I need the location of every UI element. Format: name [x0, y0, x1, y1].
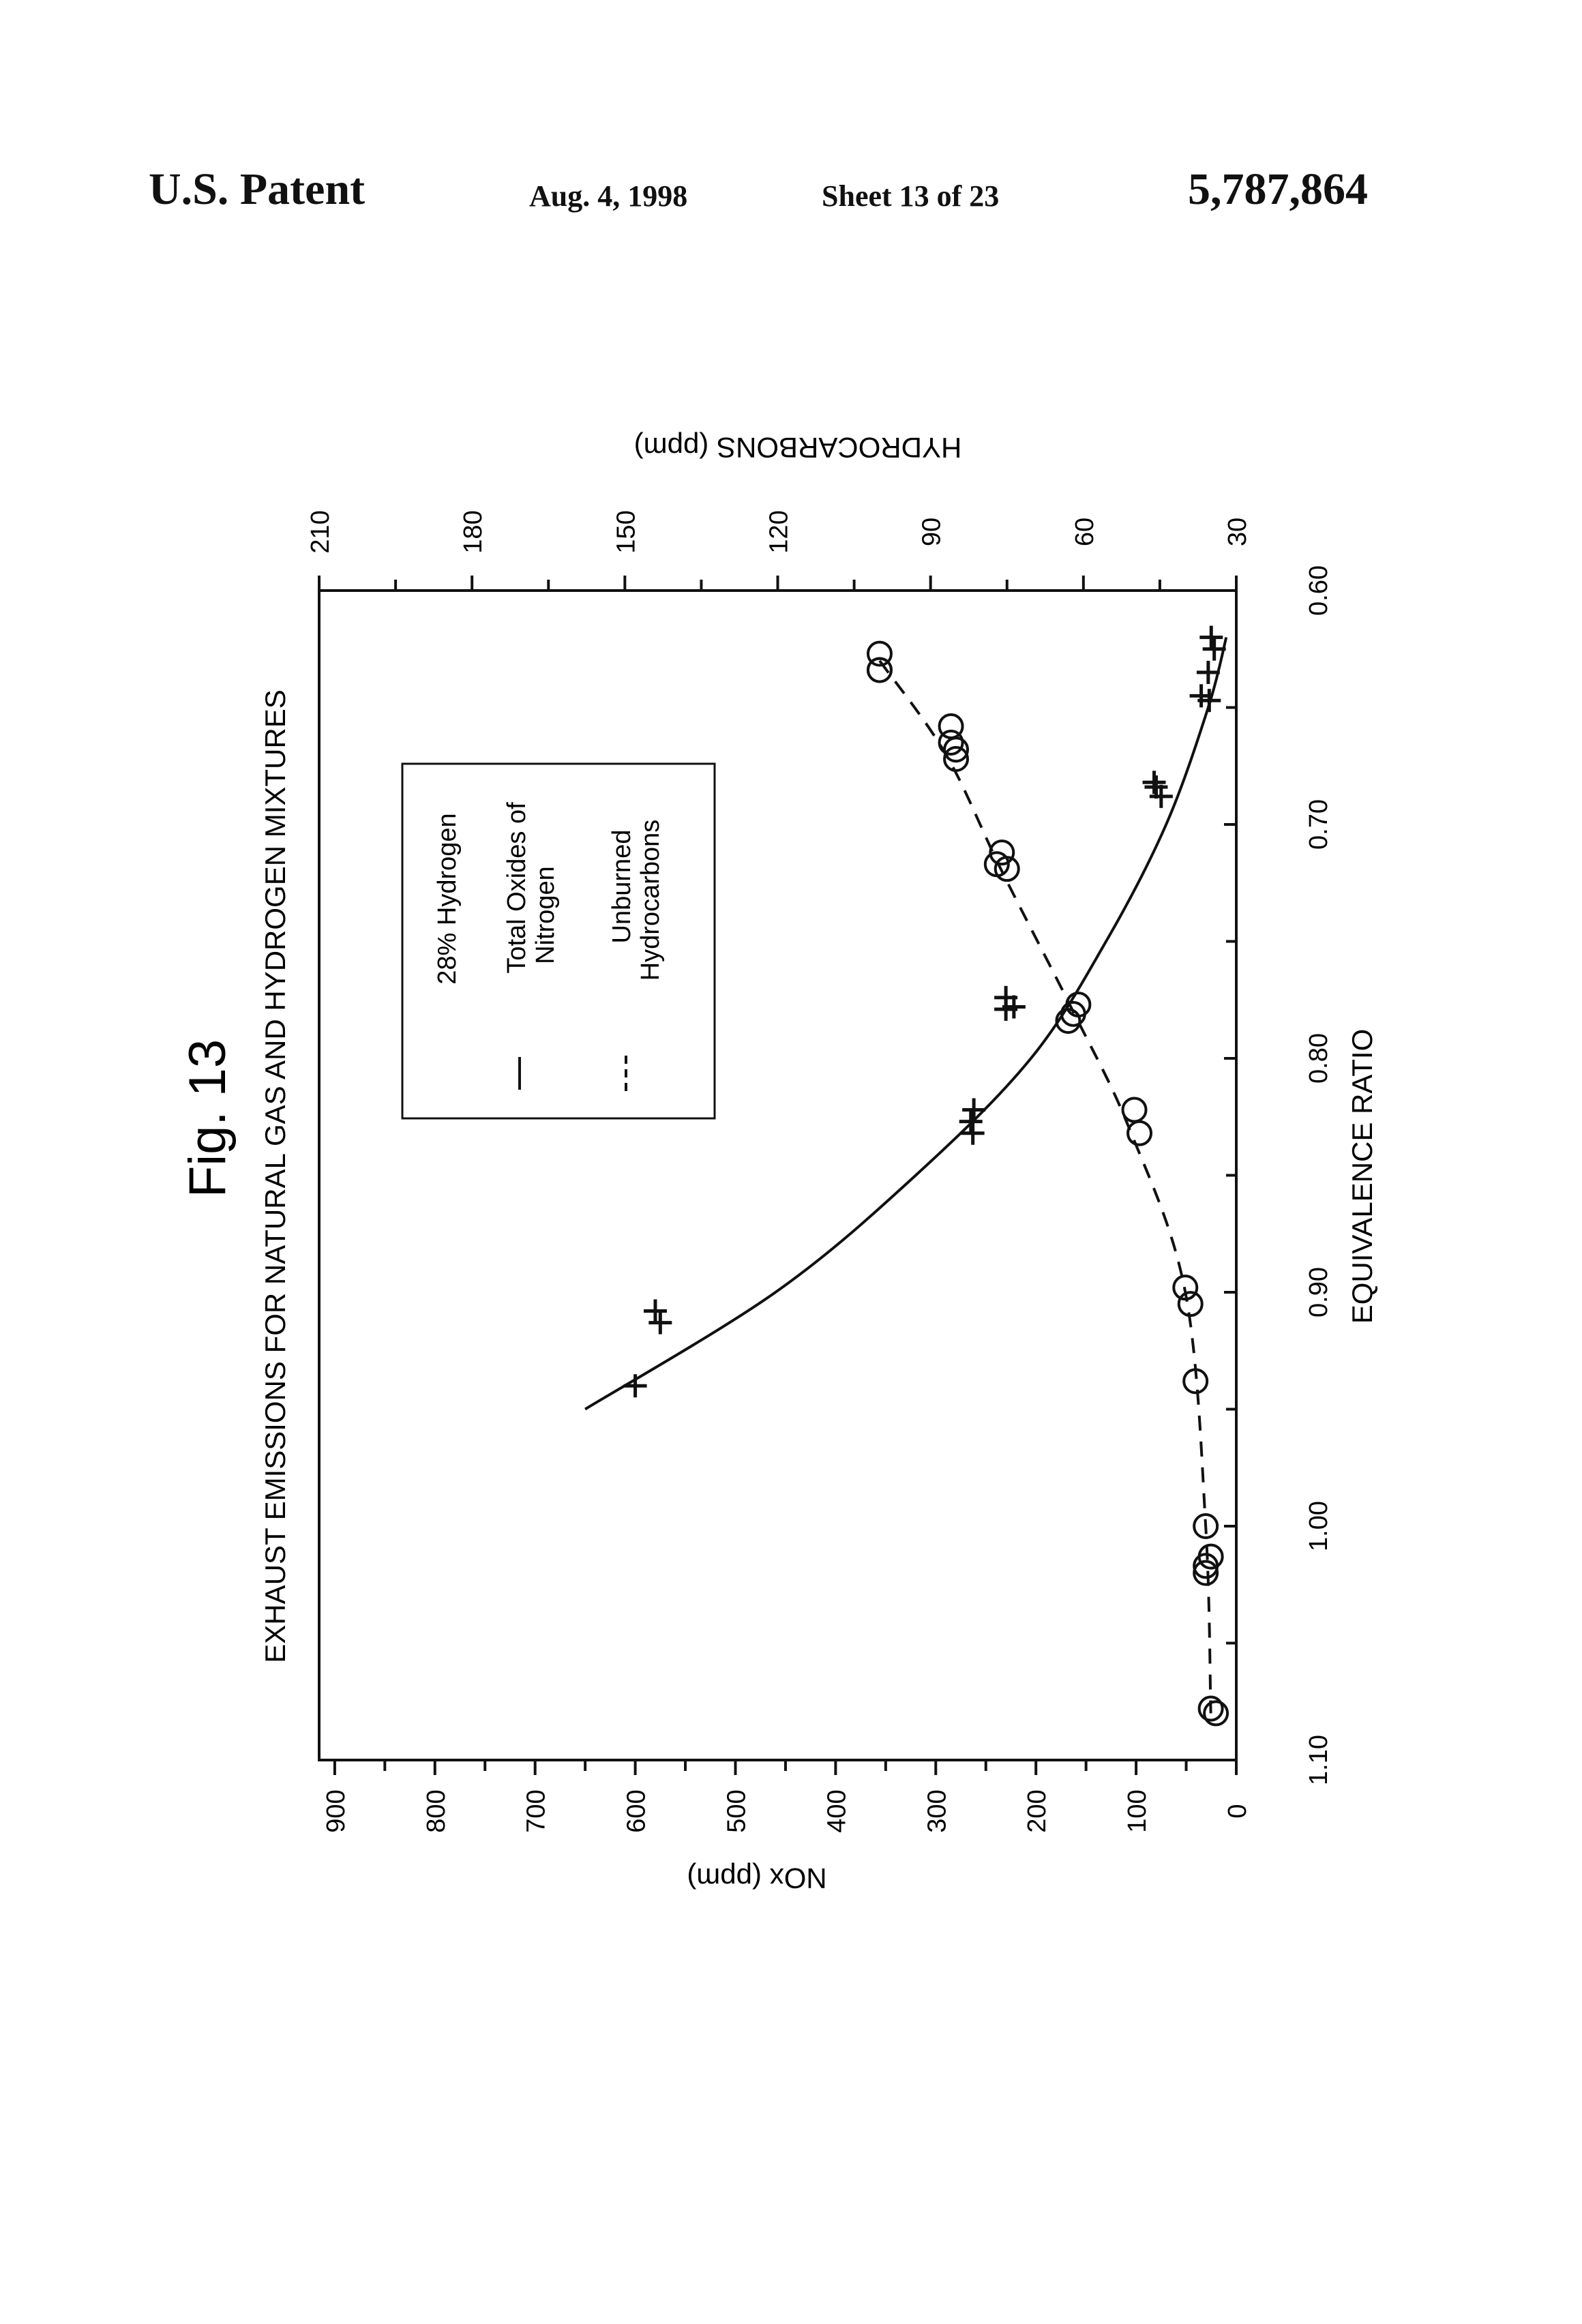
hydrocarbon-point	[1179, 1292, 1202, 1315]
hydrocarbon-fit-line	[880, 661, 1211, 1713]
legend-heading: 28% Hydrogen	[433, 813, 462, 984]
y2-tick-label: 120	[765, 510, 794, 553]
nox-point	[648, 1311, 672, 1335]
hydrocarbon-point	[1128, 1122, 1151, 1145]
y-tick-label: 400	[822, 1789, 851, 1832]
y-tick-label: 900	[322, 1789, 350, 1832]
y2-tick-label: 30	[1223, 518, 1252, 546]
x-tick-label: 1.00	[1304, 1501, 1333, 1551]
y-tick-label: 0	[1223, 1804, 1252, 1818]
legend-item-nox-line2: Nitrogen	[531, 866, 560, 964]
y2-tick-label: 150	[612, 510, 640, 553]
y2-tick-label: 210	[306, 510, 335, 553]
y-tick-label: 800	[422, 1789, 451, 1832]
x-tick-label: 1.10	[1304, 1735, 1333, 1785]
x-tick-label: 0.60	[1304, 565, 1333, 616]
legend-item-hc-line1: Unburned	[608, 830, 636, 944]
y-axis-label-text: NOx (ppm)	[687, 1862, 826, 1894]
y-tick-label: 600	[623, 1789, 651, 1832]
chart-title: EXHAUST EMISSIONS FOR NATURAL GAS AND HY…	[259, 689, 291, 1663]
y2-axis-label: HYDROCARBONS (ppm)	[634, 432, 962, 464]
hydrocarbon-point	[1204, 1701, 1227, 1725]
figure-label: Fig. 13	[179, 1039, 237, 1197]
y-tick-label: 500	[723, 1789, 751, 1832]
nox-point	[962, 1098, 985, 1121]
y-tick-label: 300	[923, 1789, 951, 1832]
nox-point	[624, 1374, 647, 1397]
legend: 28% Hydrogen Total Oxides of Nitrogen Un…	[402, 764, 715, 1118]
nox-point	[1199, 626, 1223, 649]
legend-item-hc-line2: Hydrocarbons	[636, 820, 665, 981]
x-tick-label: 0.80	[1304, 1033, 1333, 1084]
x-tick-label: 0.70	[1304, 799, 1333, 850]
x-axis-label: EQUIVALENCE RATIO	[1346, 1029, 1378, 1324]
y2-tick-label: 60	[1071, 518, 1099, 546]
x-tick-label: 0.90	[1304, 1267, 1333, 1317]
y-tick-label: 200	[1023, 1789, 1051, 1832]
y2-tick-label: 180	[459, 510, 488, 553]
nox-point	[961, 1122, 985, 1145]
nox-point	[644, 1299, 667, 1322]
y-tick-label: 100	[1123, 1789, 1152, 1832]
y-axis-label: NOx (ppm)	[687, 1862, 826, 1894]
y-tick-label: 700	[522, 1789, 551, 1832]
hydrocarbon-point	[1123, 1098, 1146, 1121]
y2-tick-label: 90	[918, 518, 946, 546]
legend-item-nox-line1: Total Oxides of	[503, 802, 531, 974]
hydrocarbon-point	[940, 731, 963, 754]
